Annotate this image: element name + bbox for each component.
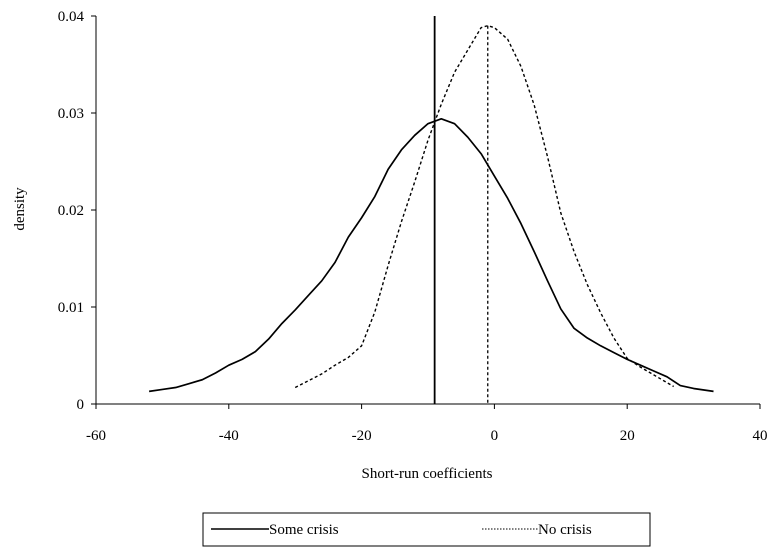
x-tick-label: 20	[620, 428, 635, 444]
x-tick-label: 40	[753, 428, 768, 444]
x-tick-label: -20	[352, 428, 372, 444]
reference-lines	[433, 16, 489, 404]
legend-label-no-crisis: No crisis	[538, 522, 592, 538]
series-line-no-crisis	[294, 25, 675, 389]
y-tick-label: 0	[77, 397, 85, 413]
series-line-some-crisis	[148, 117, 714, 393]
x-tick-label: -60	[86, 428, 106, 444]
y-tick-label: 0.01	[58, 300, 84, 316]
legend-label-some-crisis: Some crisis	[269, 522, 339, 538]
series-lines	[148, 25, 714, 393]
legend: Some crisis No crisis	[202, 512, 651, 547]
legend-box	[202, 512, 651, 547]
x-tick-label: -40	[219, 428, 239, 444]
x-tick-label: 0	[491, 428, 499, 444]
axes	[95, 16, 760, 405]
y-tick-label: 0.02	[58, 203, 84, 219]
y-axis-ticks: 0 0.01 0.02 0.03 0.04	[58, 9, 96, 413]
x-axis-ticks: -60 -40 -20 0 20 40	[86, 404, 768, 444]
y-tick-label: 0.04	[58, 9, 85, 25]
y-axis-title: density	[12, 187, 28, 231]
x-axis-title: Short-run coefficients	[362, 466, 493, 482]
y-tick-label: 0.03	[58, 106, 84, 122]
